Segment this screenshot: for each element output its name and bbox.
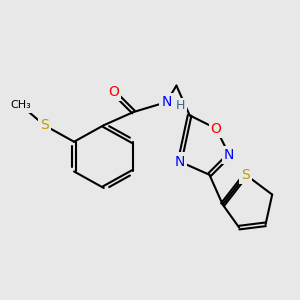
Text: S: S [40, 118, 49, 132]
Text: O: O [108, 85, 119, 99]
Text: S: S [242, 168, 250, 182]
Text: N: N [224, 148, 234, 162]
Text: H: H [176, 99, 185, 112]
Text: O: O [211, 122, 221, 136]
Text: N: N [175, 154, 185, 169]
Text: CH₃: CH₃ [11, 100, 32, 110]
Text: N: N [161, 95, 172, 109]
